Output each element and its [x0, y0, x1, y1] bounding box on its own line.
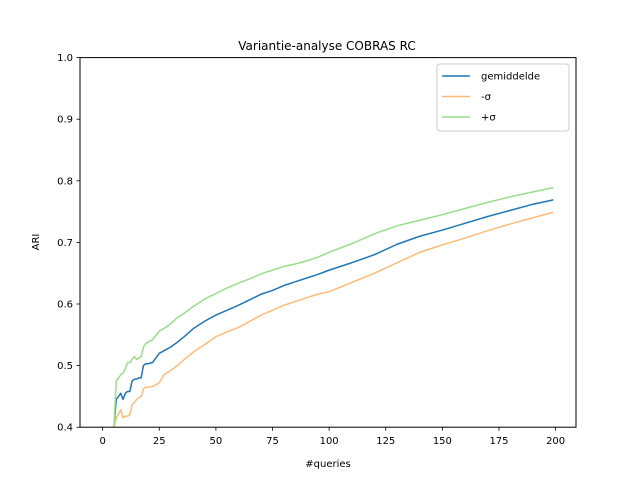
legend-label-1: -σ: [481, 92, 492, 103]
x-tick-label: 50: [210, 436, 223, 447]
x-axis-title: #queries: [305, 459, 350, 470]
series-line-1: [113, 211, 554, 428]
y-tick-label: 0.8: [57, 176, 73, 187]
plot-lines: [113, 186, 554, 428]
legend-label-2: +σ: [481, 113, 496, 124]
x-tick-label: 0: [99, 436, 105, 447]
x-tick-label: 100: [320, 436, 339, 447]
y-tick-label: 0.5: [57, 361, 73, 372]
x-tick-label: 150: [433, 436, 452, 447]
x-axis: 0 25 50 75 100 125 150 175 200: [99, 427, 565, 447]
y-tick-label: 0.6: [57, 300, 73, 311]
series-line-2: [113, 186, 554, 428]
y-tick-label: 0.7: [57, 238, 73, 249]
chart-title: Variantie-analyse COBRAS RC: [238, 39, 415, 53]
x-tick-label: 125: [376, 436, 395, 447]
y-axis-title: ARI: [31, 234, 42, 251]
x-tick-label: 175: [489, 436, 508, 447]
x-tick-label: 75: [266, 436, 279, 447]
legend: gemiddelde -σ +σ: [436, 63, 570, 132]
y-tick-label: 0.4: [57, 423, 73, 434]
legend-label-0: gemiddelde: [481, 72, 540, 83]
y-tick-label: 1.0: [57, 53, 73, 64]
y-tick-label: 0.9: [57, 115, 73, 126]
y-axis: 0.4 0.5 0.6 0.7 0.8 0.9 1.0: [57, 53, 80, 434]
legend-box: [436, 63, 570, 132]
x-tick-label: 25: [153, 436, 166, 447]
x-tick-label: 200: [546, 436, 565, 447]
series-line-0: [113, 199, 554, 428]
